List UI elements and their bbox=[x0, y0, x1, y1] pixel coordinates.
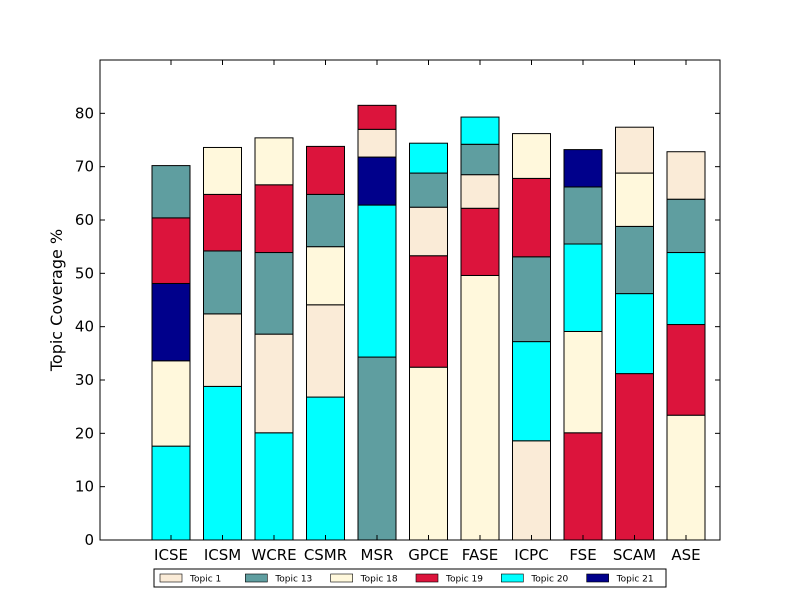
bar-segment-icpc-topic-19 bbox=[512, 177, 551, 258]
bar-segment-fase-topic-1 bbox=[460, 174, 500, 209]
y-axis-title: Topic Coverage % bbox=[47, 229, 66, 372]
bar-segment-fse-topic-21 bbox=[563, 149, 603, 188]
bar-segment-icpc-topic-1 bbox=[512, 440, 551, 541]
y-tick-label: 30 bbox=[75, 371, 94, 389]
legend-swatch-topic-20 bbox=[501, 573, 524, 583]
bar-segment-gpce-topic-18 bbox=[409, 366, 448, 541]
bar-segment-wcre-topic-1 bbox=[254, 333, 294, 434]
legend-swatch-topic-1 bbox=[159, 573, 183, 583]
bar-segment-wcre-topic-20 bbox=[254, 432, 294, 541]
bar-segment-csmr-topic-19 bbox=[306, 145, 345, 195]
bar-segment-csmr-topic-18 bbox=[306, 246, 345, 306]
x-axis: ICSE ICSM WCRE CSMR MSR GPCE FASE ICPC FSE SCAM AS… bbox=[154, 60, 701, 564]
bar-segment-gpce-topic-20 bbox=[409, 142, 448, 174]
bar-segment-fase-topic-20 bbox=[460, 116, 500, 145]
bar-segment-icsm-topic-1 bbox=[203, 313, 242, 387]
bar-segment-icse-topic-21 bbox=[151, 282, 191, 362]
legend-label-topic-20: Topic 20 bbox=[530, 575, 568, 585]
bar-segment-scam-topic-18 bbox=[615, 172, 654, 227]
bar-segment-msr-topic-21 bbox=[357, 156, 397, 206]
legend-swatch-topic-13 bbox=[245, 573, 268, 583]
y-tick-label: 0 bbox=[84, 531, 94, 549]
bar-segment-fse-topic-20 bbox=[563, 243, 603, 332]
x-tick-label-ase: ASE bbox=[671, 546, 700, 564]
bar-segment-fase-topic-19 bbox=[460, 207, 500, 276]
legend-box bbox=[153, 568, 667, 588]
bar-segment-ase-topic-20 bbox=[666, 252, 706, 326]
bar-segment-icse-topic-13 bbox=[151, 165, 191, 219]
y-tick-label: 40 bbox=[75, 318, 94, 336]
bar-segment-gpce-topic-1 bbox=[409, 206, 448, 257]
bar-segment-icsm-topic-20 bbox=[203, 385, 242, 541]
bar-segment-fase-topic-13 bbox=[460, 143, 500, 176]
bar-segment-icsm-topic-13 bbox=[203, 250, 242, 315]
x-tick-label-fase: FASE bbox=[462, 546, 499, 564]
bar-segment-scam-topic-20 bbox=[615, 293, 654, 375]
bar-segment-icse-topic-20 bbox=[151, 445, 191, 541]
bar-segment-icpc-topic-20 bbox=[512, 341, 551, 442]
y-axis: 0 10 20 30 40 50 60 70 80 bbox=[75, 104, 720, 549]
bar-segment-msr-topic-20 bbox=[357, 204, 397, 358]
y-tick-label: 70 bbox=[75, 158, 94, 176]
y-tick-label: 50 bbox=[75, 264, 94, 282]
x-tick-label-icse: ICSE bbox=[154, 546, 188, 564]
x-tick-label-wcre: WCRE bbox=[251, 546, 296, 564]
bar-segment-gpce-topic-19 bbox=[409, 255, 448, 368]
bar-segment-ase-topic-18 bbox=[666, 414, 706, 541]
legend-label-topic-18: Topic 18 bbox=[360, 575, 398, 585]
bar-segment-icpc-topic-18 bbox=[512, 133, 551, 179]
bar-segment-fse-topic-18 bbox=[563, 330, 603, 434]
bar-segment-icpc-topic-13 bbox=[512, 256, 551, 343]
bar-segment-msr-topic-1 bbox=[357, 128, 397, 158]
y-tick-label: 80 bbox=[75, 104, 94, 122]
bar-segment-csmr-topic-20 bbox=[306, 396, 345, 541]
x-tick-label-icsm: ICSM bbox=[204, 546, 241, 564]
bars-layer bbox=[151, 104, 706, 541]
bar-segment-fase-topic-18 bbox=[460, 274, 500, 541]
bar-segment-gpce-topic-13 bbox=[409, 172, 448, 208]
x-tick-label-scam: SCAM bbox=[613, 546, 656, 564]
legend-label-topic-21: Topic 21 bbox=[616, 575, 654, 585]
bar-segment-scam-topic-1 bbox=[615, 126, 654, 174]
bar-segment-scam-topic-19 bbox=[615, 373, 654, 541]
x-tick-label-fse: FSE bbox=[569, 546, 596, 564]
y-tick-label: 60 bbox=[75, 211, 94, 229]
plot-frame bbox=[99, 59, 721, 541]
bar-segment-ase-topic-1 bbox=[666, 151, 706, 200]
bar-segment-icsm-topic-18 bbox=[203, 146, 242, 195]
y-tick-label: 10 bbox=[75, 478, 94, 496]
bar-segment-icse-topic-19 bbox=[151, 217, 191, 284]
x-tick-label-csmr: CSMR bbox=[304, 546, 347, 564]
bar-segment-csmr-topic-13 bbox=[306, 193, 345, 248]
x-tick-label-gpce: GPCE bbox=[408, 546, 449, 564]
bar-segment-icsm-topic-19 bbox=[203, 193, 242, 252]
x-tick-label-msr: MSR bbox=[361, 546, 394, 564]
y-tick-label: 20 bbox=[75, 424, 94, 442]
bar-segment-msr-topic-19 bbox=[357, 104, 397, 130]
bar-segment-wcre-topic-18 bbox=[254, 137, 294, 186]
bar-segment-fse-topic-19 bbox=[563, 432, 603, 541]
bar-segment-icse-topic-18 bbox=[151, 360, 191, 447]
bar-segment-ase-topic-19 bbox=[666, 324, 706, 416]
bar-segment-msr-topic-13 bbox=[357, 356, 397, 541]
legend-label-topic-1: Topic 1 bbox=[189, 575, 221, 585]
legend-swatch-topic-21 bbox=[586, 573, 609, 583]
legend: Topic 1 Topic 13 Topic 18 Topic 19 Topic 20 T… bbox=[153, 568, 667, 588]
x-tick-label-icpc: ICPC bbox=[514, 546, 548, 564]
legend-swatch-topic-19 bbox=[415, 573, 439, 583]
bar-segment-fse-topic-13 bbox=[563, 186, 603, 245]
bar-segment-csmr-topic-1 bbox=[306, 304, 345, 398]
bar-segment-ase-topic-13 bbox=[666, 198, 706, 254]
bar-segment-wcre-topic-19 bbox=[254, 184, 294, 254]
bar-segment-scam-topic-13 bbox=[615, 225, 654, 295]
legend-swatch-topic-18 bbox=[330, 573, 353, 583]
bar-segment-wcre-topic-13 bbox=[254, 252, 294, 335]
legend-label-topic-19: Topic 19 bbox=[445, 575, 483, 585]
legend-label-topic-13: Topic 13 bbox=[274, 575, 312, 585]
